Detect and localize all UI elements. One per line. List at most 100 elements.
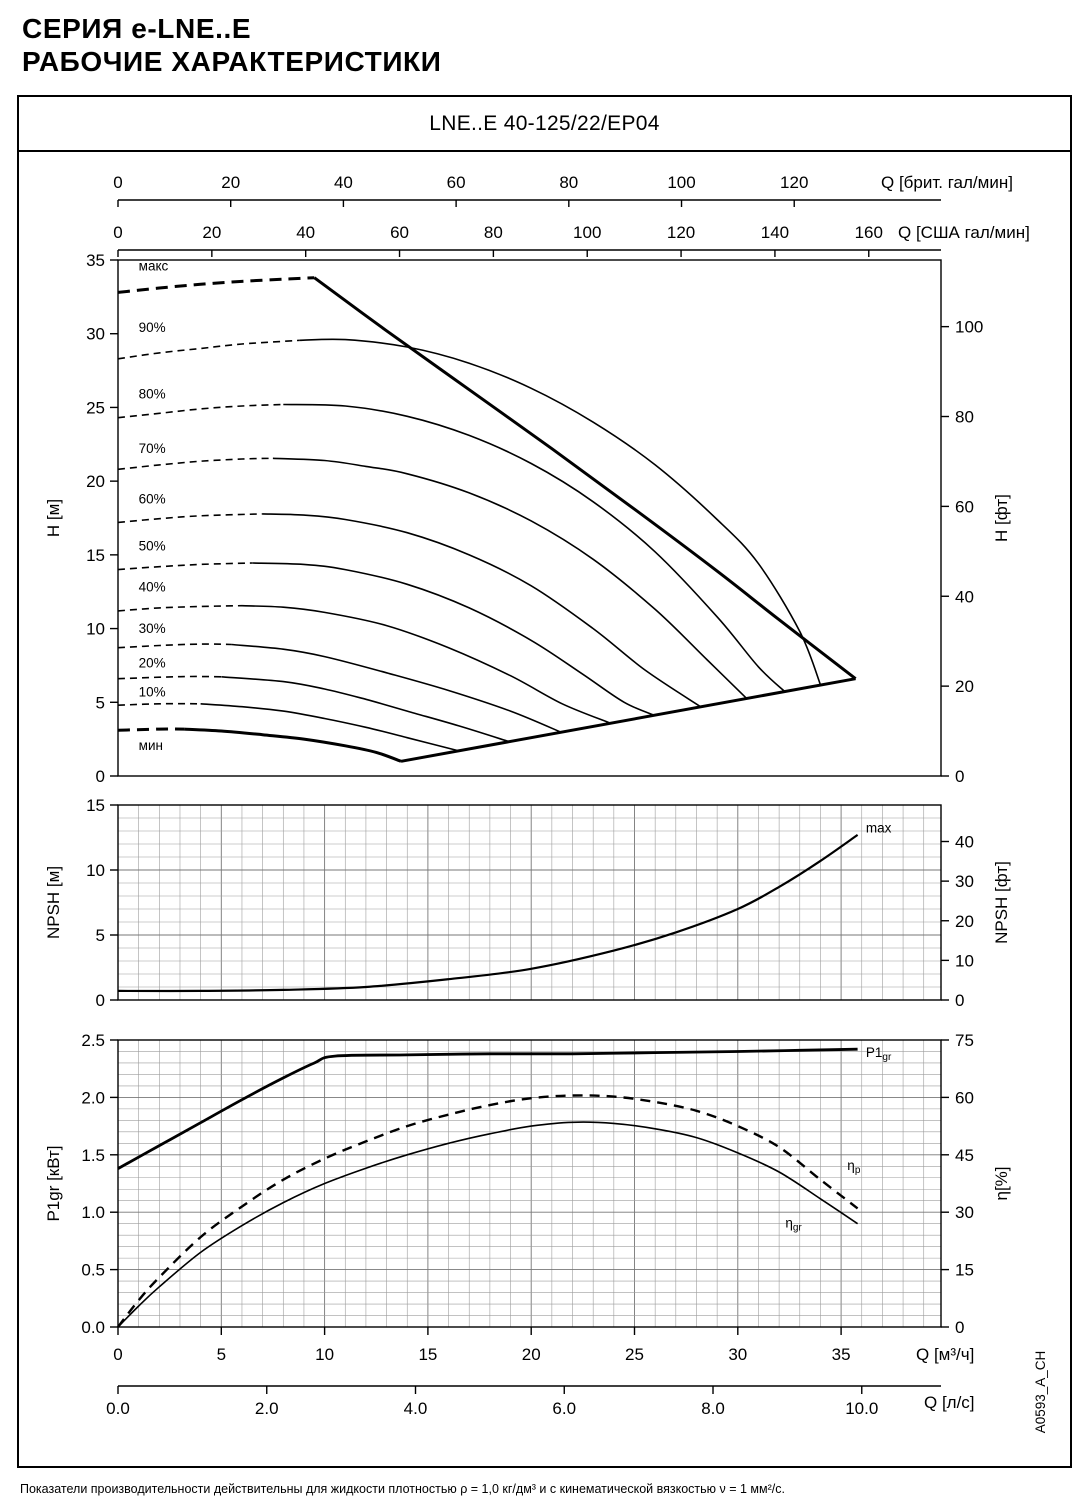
y-axis-label-right: NPSH [фт] bbox=[992, 861, 1011, 944]
curve-eta-gr bbox=[117, 1121, 859, 1328]
tick-label: 15 bbox=[955, 1261, 974, 1280]
tick-label: 100 bbox=[955, 318, 983, 337]
tick-label: 0 bbox=[113, 1345, 122, 1364]
label-p1gr: P1gr bbox=[866, 1045, 892, 1063]
tick-label: 80 bbox=[559, 173, 578, 192]
curve-speed-10 bbox=[200, 703, 460, 752]
tick-label: 0 bbox=[955, 767, 964, 786]
curve-speed-60-dashed bbox=[117, 513, 263, 524]
tick-label: 15 bbox=[86, 546, 105, 565]
curve-max-speed-dashed bbox=[117, 276, 315, 294]
curve-speed-40-dashed bbox=[117, 604, 243, 612]
tick-label: 2.0 bbox=[255, 1399, 279, 1418]
x-axis-us-gpm: 0 20 40 60 80 100 120 140 160 Q [США гал/мин] bbox=[113, 223, 1030, 257]
page-heading: СЕРИЯ e-LNE..E РАБОЧИЕ ХАРАКТЕРИСТИКИ bbox=[22, 12, 441, 78]
curve-speed-60 bbox=[262, 513, 702, 708]
curve-p1gr bbox=[117, 1047, 858, 1170]
tick-label: 0 bbox=[96, 767, 105, 786]
curve-speed-30-dashed bbox=[117, 643, 232, 649]
label-max-speed: макс bbox=[139, 258, 169, 273]
tick-label: 10.0 bbox=[845, 1399, 878, 1418]
tick-label: 40 bbox=[334, 173, 353, 192]
y-axis-label-left: NPSH [м] bbox=[44, 866, 63, 939]
tick-label: 60 bbox=[955, 497, 974, 516]
label-speed-40: 40% bbox=[139, 580, 166, 595]
footnote: Показатели производительности действител… bbox=[20, 1482, 785, 1496]
curve-min-speed-dashed bbox=[117, 727, 185, 732]
tick-label: 80 bbox=[484, 223, 503, 242]
tick-label: 5 bbox=[217, 1345, 226, 1364]
label-eta-p: ηp bbox=[847, 1158, 861, 1176]
tick-label: 60 bbox=[390, 223, 409, 242]
tick-label: 5 bbox=[96, 926, 105, 945]
series-name: СЕРИЯ e-LNE..E bbox=[22, 13, 252, 44]
tick-label: 30 bbox=[86, 325, 105, 344]
label-speed-20: 20% bbox=[139, 656, 166, 671]
tick-label: 40 bbox=[955, 833, 974, 852]
tick-label: 20 bbox=[221, 173, 240, 192]
end-of-curve-locus bbox=[400, 677, 856, 763]
plot-frame bbox=[117, 259, 942, 777]
label-speed-30: 30% bbox=[139, 621, 166, 636]
y-axis-label-right: H [фт] bbox=[992, 494, 1011, 542]
doc-code: A0593_A_CH bbox=[1033, 1351, 1048, 1434]
tick-label: 20 bbox=[955, 912, 974, 931]
tick-label: 0 bbox=[955, 1318, 964, 1337]
curve-speed-50 bbox=[252, 562, 656, 717]
tick-label: 75 bbox=[955, 1031, 974, 1050]
grid bbox=[118, 805, 941, 1000]
axis-unit-label: Q [США гал/мин] bbox=[898, 223, 1030, 242]
curve-npsh-max bbox=[117, 833, 859, 993]
y-axis-label-right: η[%] bbox=[992, 1166, 1011, 1200]
tick-label: 5 bbox=[96, 693, 105, 712]
curve-max-speed bbox=[313, 276, 857, 680]
tick-label: 100 bbox=[667, 173, 695, 192]
tick-label: 2.0 bbox=[81, 1088, 105, 1107]
tick-label: 80 bbox=[955, 408, 974, 427]
axis-unit-label: Q [м³/ч] bbox=[916, 1345, 974, 1364]
axis-unit-label: Q [брит. гал/мин] bbox=[881, 173, 1013, 192]
tick-label: 6.0 bbox=[552, 1399, 576, 1418]
tick-label: 40 bbox=[955, 587, 974, 606]
tick-label: 60 bbox=[955, 1088, 974, 1107]
label-speed-10: 10% bbox=[139, 684, 166, 699]
tick-label: 10 bbox=[315, 1345, 334, 1364]
chart-head-flow: макс 90% 80% 70% 60% 50% 40% 30% 20% 10% мин 0 5 10 15… bbox=[44, 251, 1011, 786]
chart-power-efficiency: P1grηpηgr0.00.51.01.52.02.501530456075P1… bbox=[44, 1031, 1011, 1337]
tick-label: 2.5 bbox=[81, 1031, 105, 1050]
tick-label: 25 bbox=[86, 398, 105, 417]
curve-speed-20 bbox=[221, 676, 511, 743]
label-speed-50: 50% bbox=[139, 538, 166, 553]
tick-label: 20 bbox=[955, 677, 974, 696]
tick-label: 10 bbox=[955, 951, 974, 970]
axis-unit-label: Q [л/с] bbox=[924, 1393, 975, 1412]
tick-label: 20 bbox=[522, 1345, 541, 1364]
curve-speed-80-dashed bbox=[117, 403, 284, 419]
section-name: РАБОЧИЕ ХАРАКТЕРИСТИКИ bbox=[22, 46, 442, 78]
label-speed-60: 60% bbox=[139, 491, 166, 506]
tick-label: 20 bbox=[86, 472, 105, 491]
curve-speed-80 bbox=[283, 403, 786, 693]
x-axis-imp-gpm: 0 20 40 60 80 100 120 Q [брит. гал/мин] bbox=[113, 173, 1013, 207]
curve-speed-20-dashed bbox=[117, 675, 222, 680]
grid bbox=[118, 1040, 941, 1327]
tick-label: 30 bbox=[728, 1345, 747, 1364]
label-npsh-max: max bbox=[866, 820, 892, 835]
plot-frame bbox=[117, 1039, 942, 1328]
chart-box: LNE..E 40-125/22/EP04 0 20 40 60 80 100 120 Q [… bbox=[17, 95, 1072, 1468]
tick-label: 4.0 bbox=[404, 1399, 428, 1418]
curve-speed-90-dashed bbox=[117, 339, 300, 360]
curve-speed-70 bbox=[272, 457, 747, 699]
tick-label: 25 bbox=[625, 1345, 644, 1364]
tick-label: 20 bbox=[202, 223, 221, 242]
tick-label: 0 bbox=[113, 223, 122, 242]
label-speed-90: 90% bbox=[139, 320, 166, 335]
curve-speed-50-dashed bbox=[117, 562, 253, 571]
curve-speed-10-dashed bbox=[117, 702, 201, 706]
label-min-speed: мин bbox=[139, 738, 163, 753]
y-axis-label-left: H [м] bbox=[44, 499, 63, 537]
tick-label: 30 bbox=[955, 1203, 974, 1222]
tick-label: 0 bbox=[96, 991, 105, 1010]
curve-speed-30 bbox=[231, 643, 561, 733]
tick-label: 30 bbox=[955, 872, 974, 891]
